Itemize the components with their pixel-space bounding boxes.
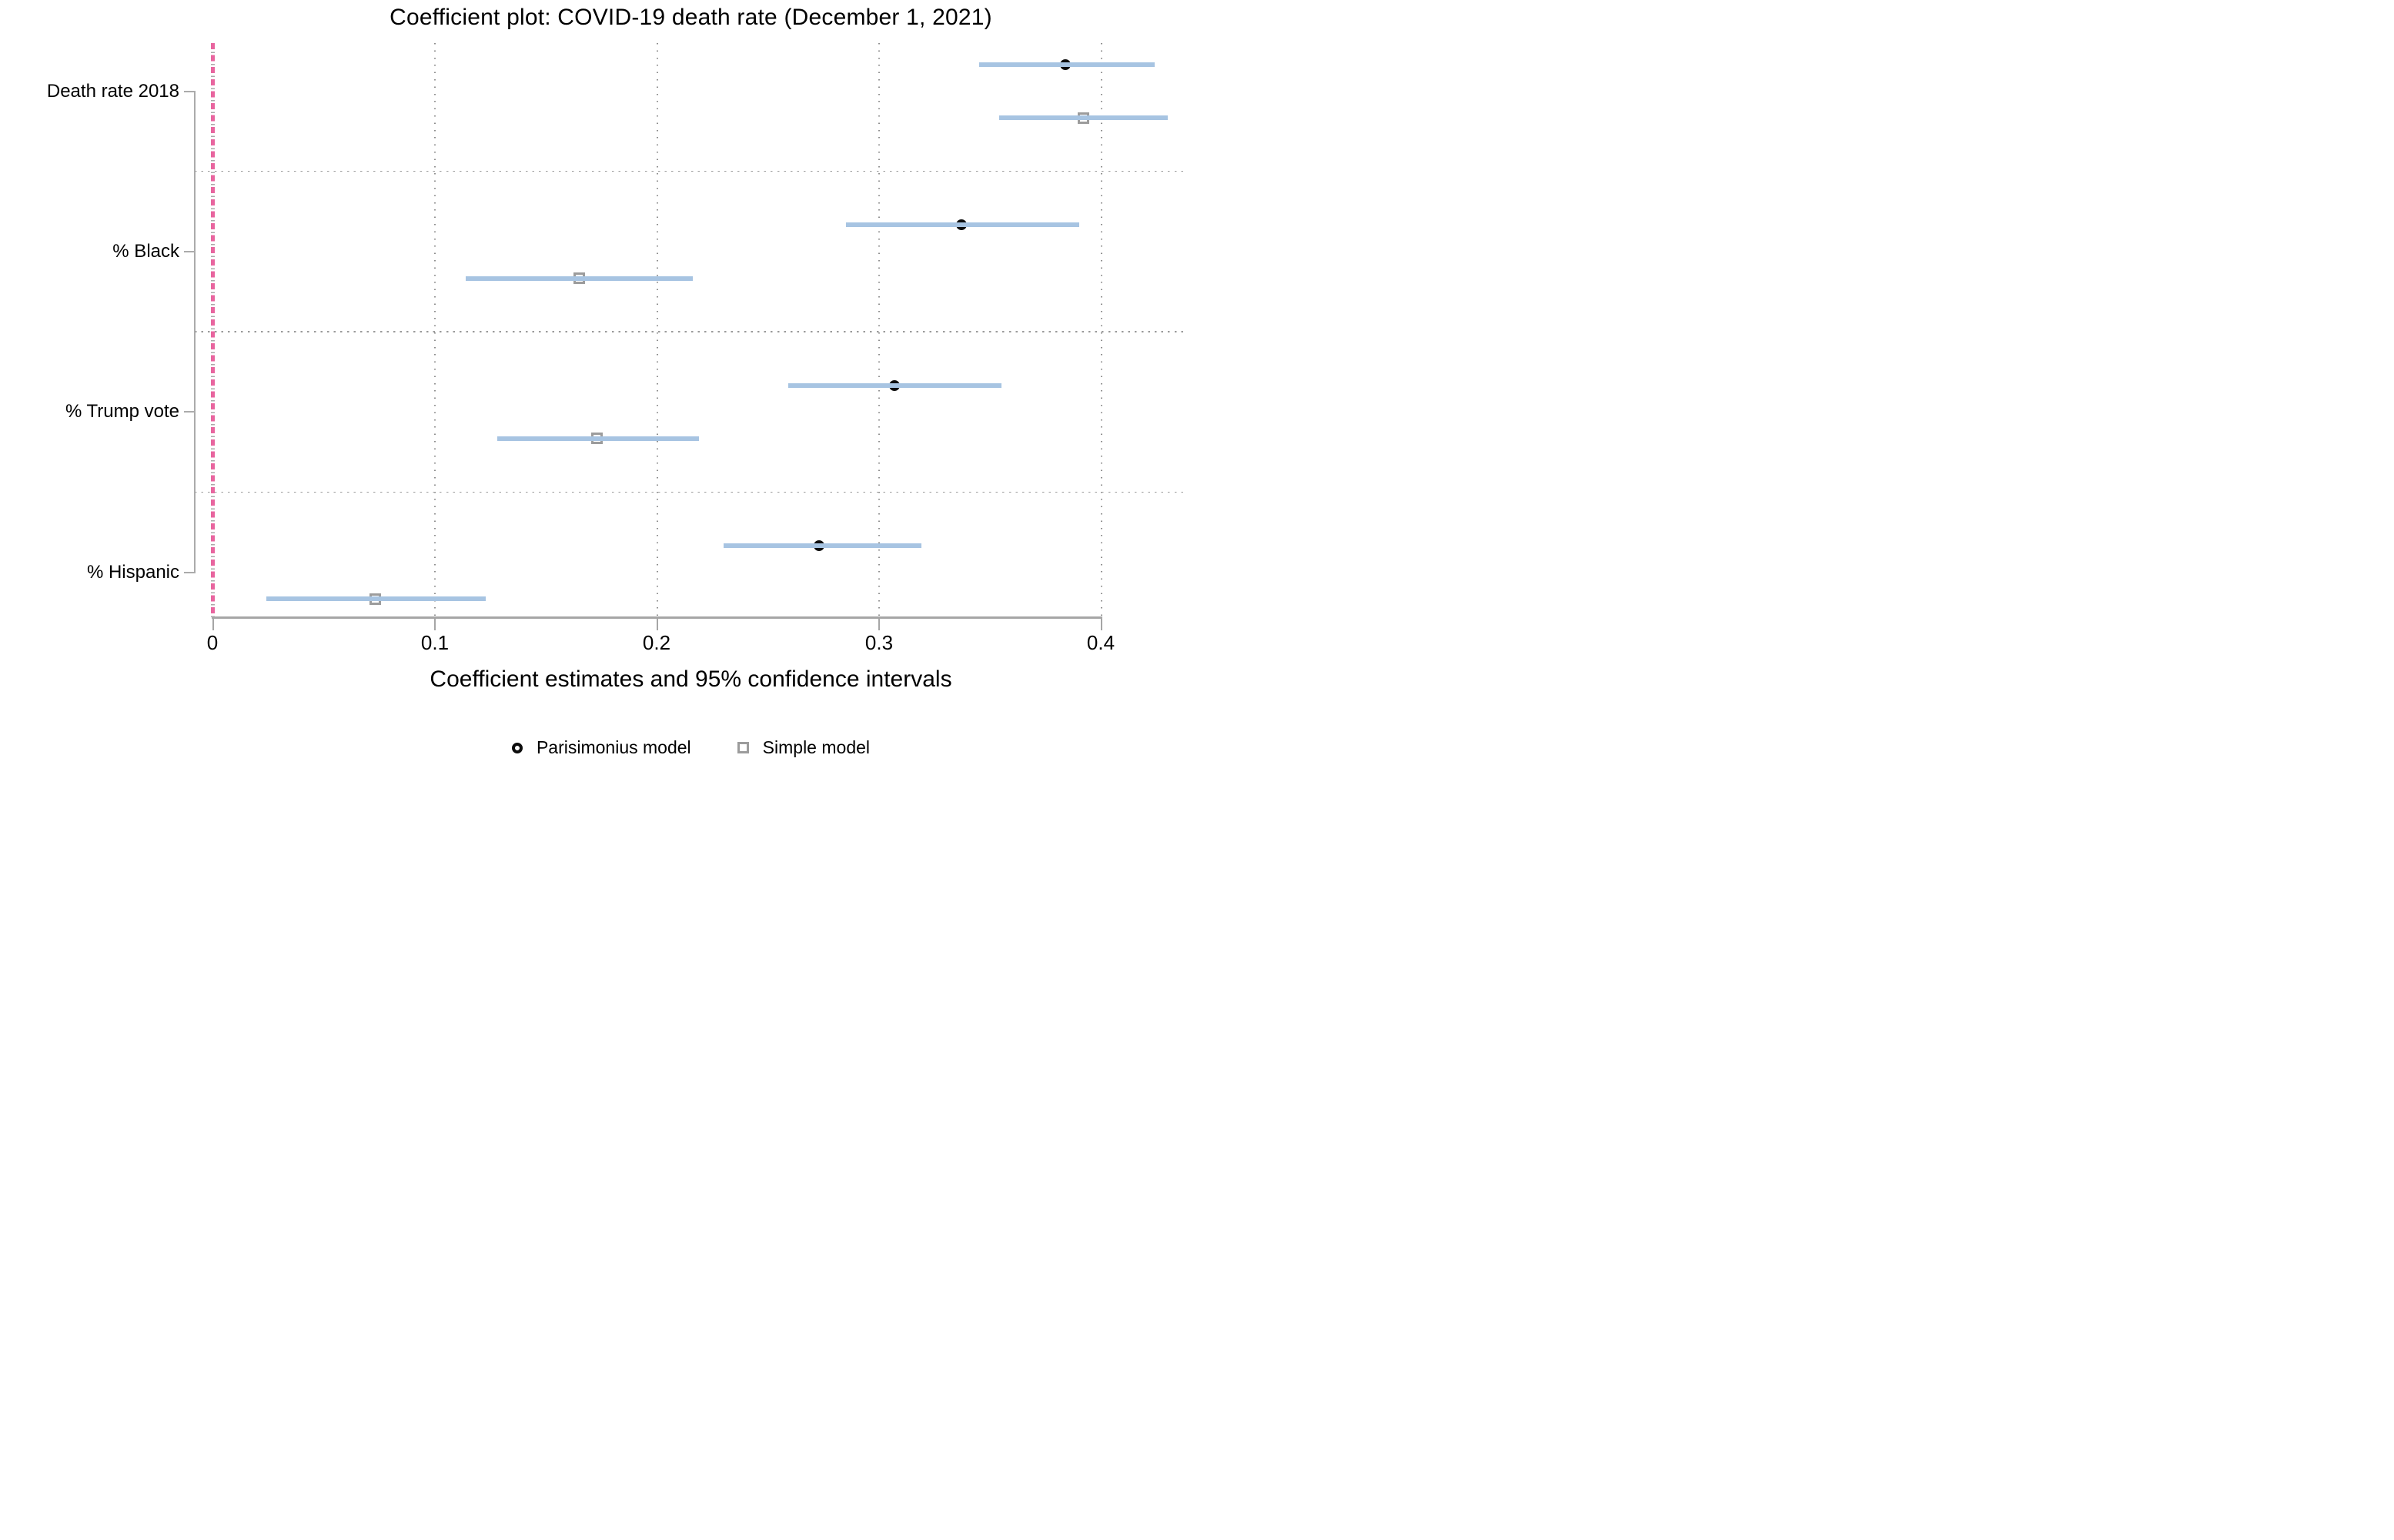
y-tick	[184, 90, 195, 92]
coefficient-plot-figure: Coefficient plot: COVID-19 death rate (D…	[0, 0, 1197, 770]
category-separator	[195, 491, 1187, 493]
x-tick	[434, 619, 436, 630]
x-tick-label-0.2: 0.2	[642, 631, 671, 654]
x-tick-label-0.3: 0.3	[864, 631, 894, 654]
x-tick-label-0.1: 0.1	[420, 631, 450, 654]
legend-label-parsimonious: Parisimonius model	[536, 737, 691, 757]
ci-line-% Hispanic-Parisimonius model	[724, 543, 921, 548]
ci-line-Death rate 2018-Simple model	[998, 115, 1169, 121]
legend-label-simple: Simple model	[762, 737, 871, 757]
legend-item-simple-model: Simple model	[737, 737, 870, 758]
legend-item-parsimonious-model: Parisimonius model	[511, 737, 691, 758]
x-tick	[878, 619, 880, 630]
ci-line-Death rate 2018-Parisimonius model	[978, 62, 1155, 67]
x-gridline-0.4	[1100, 43, 1102, 617]
ci-line-% Trump vote-Parisimonius model	[787, 382, 1001, 388]
simple-square-marker-icon	[737, 742, 749, 753]
x-tick	[212, 619, 214, 630]
legend: Parisimonius model Simple model	[195, 737, 1187, 758]
x-gridline-0.3	[878, 43, 880, 617]
x-tick	[1100, 619, 1102, 630]
y-axis-line	[194, 90, 196, 573]
y-axis-label-pct-black: % Black	[112, 241, 179, 262]
y-tick	[184, 411, 195, 413]
ci-line-% Black-Parisimonius model	[845, 222, 1079, 228]
category-separator	[195, 170, 1187, 172]
y-axis-label-death-rate-2018: Death rate 2018	[46, 81, 179, 102]
category-separator	[195, 331, 1187, 332]
chart-title: Coefficient plot: COVID-19 death rate (D…	[390, 5, 992, 30]
ci-line-% Hispanic-Simple model	[266, 596, 486, 602]
x-gridline-0.2	[656, 43, 658, 617]
x-axis-line	[212, 616, 1102, 619]
zero-reference-line	[211, 43, 215, 617]
parsimonious-circle-marker-icon	[511, 742, 523, 753]
x-gridline-0.1	[434, 43, 436, 617]
x-tick-label-0.4: 0.4	[1086, 631, 1115, 654]
ci-line-% Trump vote-Simple model	[497, 436, 700, 441]
y-axis-label-pct-trump-vote: % Trump vote	[65, 401, 179, 422]
x-tick-label-0: 0	[206, 631, 219, 654]
y-axis-label-pct-hispanic: % Hispanic	[86, 562, 179, 583]
y-tick	[184, 571, 195, 573]
x-axis-title: Coefficient estimates and 95% confidence…	[430, 666, 952, 692]
x-tick	[656, 619, 658, 630]
ci-line-% Black-Simple model	[466, 276, 693, 281]
y-tick	[184, 250, 195, 252]
